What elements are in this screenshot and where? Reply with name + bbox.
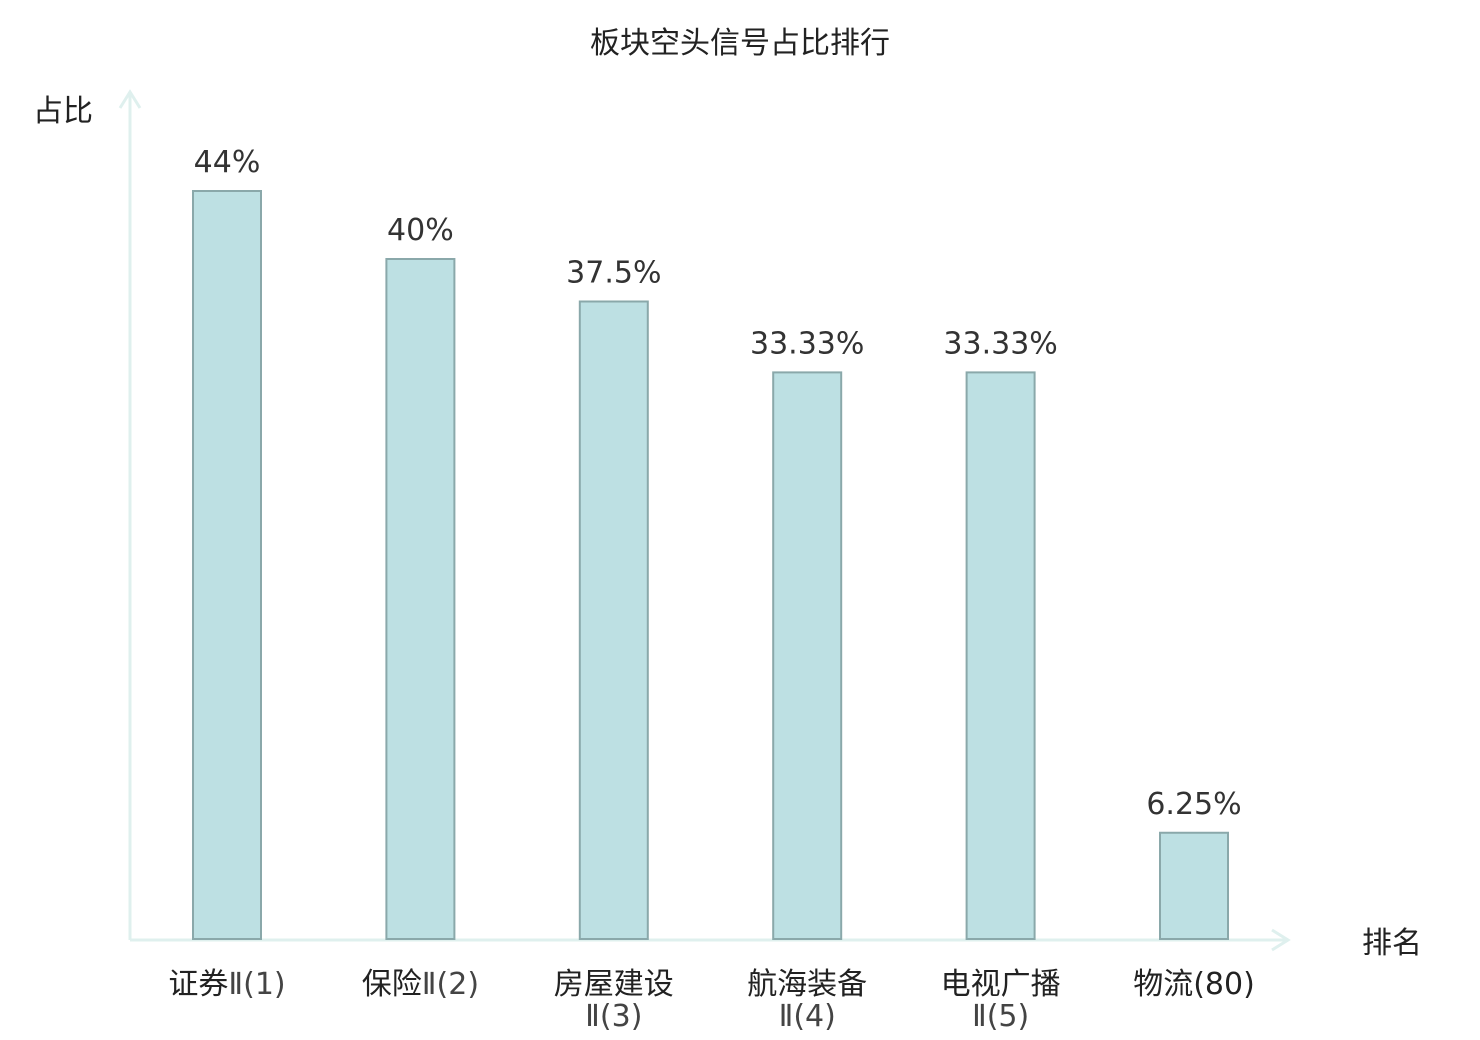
- x-tick-label: 电视广播: [941, 967, 1061, 1002]
- bar-value-label: 6.25%: [1146, 787, 1241, 822]
- x-tick-label-name: 保险: [362, 967, 422, 1002]
- bar-value-label: 44%: [194, 145, 261, 180]
- bar-value-label: 40%: [387, 213, 454, 248]
- x-axis-arrow: [1271, 928, 1291, 952]
- x-tick-label-rank: Ⅱ(1): [228, 967, 285, 1002]
- x-tick-label-rank: Ⅱ(4): [779, 999, 836, 1034]
- bar: [965, 371, 1036, 940]
- x-tick-label-name: 证券: [168, 967, 228, 1002]
- y-axis-label: 占比: [33, 94, 93, 129]
- x-tick-label-rank: Ⅱ(3): [585, 999, 642, 1034]
- x-tick-label: 保险Ⅱ(2): [362, 967, 479, 1002]
- x-axis-label: 排名: [1362, 926, 1422, 961]
- bar-value-label: 33.33%: [943, 326, 1057, 361]
- bar-value-label: 33.33%: [750, 326, 864, 361]
- bar: [578, 300, 649, 940]
- x-tick-label-name: 物流: [1133, 967, 1193, 1002]
- x-tick-label: 证券Ⅱ(1): [168, 967, 285, 1002]
- value-labels: 44% 40% 37.5% 33.33% 33.33% 6.25%: [194, 145, 1242, 822]
- x-tick-label: 物流(80): [1133, 967, 1255, 1002]
- x-tick-label: 航海装备: [747, 967, 867, 1002]
- bar: [192, 190, 262, 940]
- x-tick-label: 房屋建设: [554, 967, 674, 1002]
- bar: [772, 371, 843, 940]
- x-tick-label-rank: (80): [1193, 967, 1255, 1002]
- bar: [385, 258, 456, 940]
- chart-title: 板块空头信号占比排行: [590, 26, 890, 61]
- x-tick-label-rank: Ⅱ(5): [972, 999, 1029, 1034]
- bar: [1159, 831, 1229, 940]
- bars: [192, 190, 1229, 940]
- x-tick-label-rank: Ⅱ(2): [422, 967, 479, 1002]
- bar-value-label: 37.5%: [566, 256, 661, 291]
- axes: [118, 89, 1291, 952]
- y-axis-arrow: [118, 89, 142, 109]
